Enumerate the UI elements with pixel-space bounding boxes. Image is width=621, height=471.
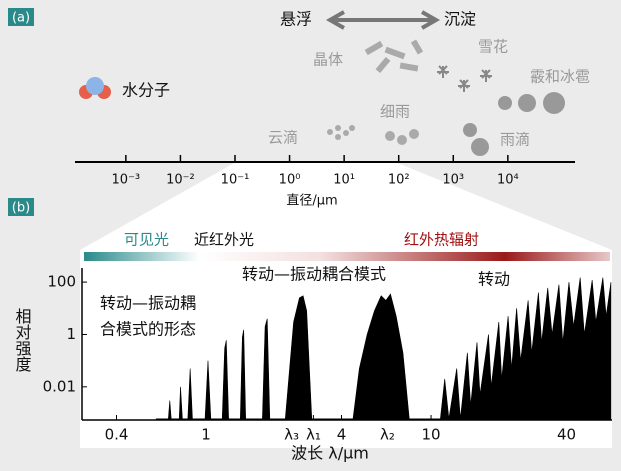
annotation: 合模式的形态 bbox=[100, 320, 196, 339]
item-label: 雨滴 bbox=[500, 131, 530, 149]
x-tick-label: 10³ bbox=[442, 173, 464, 188]
panel-label-box bbox=[8, 198, 34, 216]
panel-label: (b) bbox=[12, 201, 30, 216]
icons bbox=[79, 39, 565, 156]
x-tick-label: 1 bbox=[201, 426, 211, 444]
x-tick-label: λ₂ bbox=[380, 426, 395, 444]
settle-label: 沉淀 bbox=[444, 10, 476, 29]
x-tick-label: 0.4 bbox=[105, 426, 129, 444]
item-label: 雪花 bbox=[478, 38, 508, 56]
item-label: 水分子 bbox=[122, 81, 170, 100]
x-tick-label: 10⁴ bbox=[497, 173, 519, 188]
panel-label: (a) bbox=[12, 11, 30, 26]
item-label: 霰和冰雹 bbox=[530, 68, 590, 86]
x-tick-label: 4 bbox=[337, 426, 347, 444]
spectrum-area bbox=[155, 277, 612, 421]
x-tick-label: 10⁰ bbox=[279, 173, 301, 188]
item-label: 细雨 bbox=[380, 103, 410, 121]
zoom-wedge bbox=[80, 162, 612, 250]
annotation: 转动 bbox=[478, 270, 510, 289]
x-tick-label: λ₁ bbox=[306, 426, 321, 444]
x-tick-label: 10⁻³ bbox=[112, 173, 141, 188]
band-label: 红外热辐射 bbox=[404, 231, 479, 249]
annotation: 转动—振动耦合模式 bbox=[242, 265, 386, 284]
band-label: 近红外光 bbox=[194, 231, 254, 249]
x-tick-label: 10⁻² bbox=[166, 173, 195, 188]
x-tick-label: 10¹ bbox=[333, 173, 355, 188]
y-tick-label: 0.01 bbox=[43, 377, 76, 395]
item-label: 晶体 bbox=[313, 51, 343, 69]
x-tick-label: 40 bbox=[557, 426, 576, 444]
suspend-label: 悬浮 bbox=[280, 10, 312, 29]
annotation: 转动—振动耦 bbox=[100, 294, 196, 313]
band-label: 可见光 bbox=[124, 231, 169, 249]
y-tick-label: 100 bbox=[47, 273, 76, 291]
x-tick-label: 10 bbox=[422, 426, 441, 444]
x-axis-title: 直径/μm bbox=[286, 194, 337, 209]
x-tick-label: 10⁻¹ bbox=[221, 173, 250, 188]
x-tick-label: 10² bbox=[388, 173, 410, 188]
arrow bbox=[325, 10, 441, 30]
panel-label-box bbox=[8, 8, 34, 26]
item-label: 云滴 bbox=[268, 129, 298, 147]
x-axis-title: 波长 λ/μm bbox=[291, 444, 369, 463]
y-tick-label: 1 bbox=[66, 325, 76, 343]
spectrum-bar bbox=[84, 252, 610, 261]
y-axis-title: 相对强度 bbox=[13, 308, 32, 372]
x-tick-label: λ₃ bbox=[284, 426, 299, 444]
